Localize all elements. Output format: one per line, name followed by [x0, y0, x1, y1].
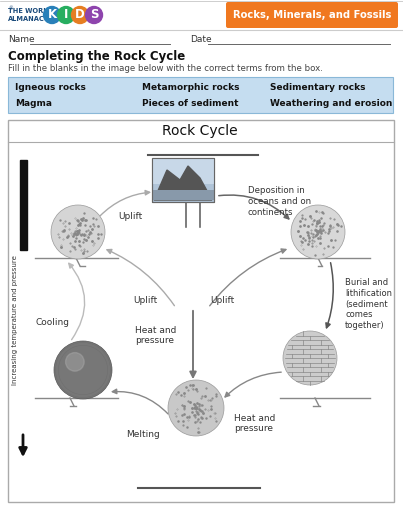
FancyBboxPatch shape — [226, 2, 398, 28]
Bar — [152, 158, 214, 184]
Text: I: I — [64, 9, 68, 22]
Text: Igneous rocks: Igneous rocks — [15, 83, 86, 92]
Text: Sedimentary rocks: Sedimentary rocks — [270, 83, 366, 92]
Text: Uplift: Uplift — [118, 212, 142, 221]
Polygon shape — [154, 166, 212, 200]
Text: Metamorphic rocks: Metamorphic rocks — [142, 83, 239, 92]
Circle shape — [54, 341, 112, 399]
Bar — [8, 120, 394, 502]
Text: Increasing temperature and pressure: Increasing temperature and pressure — [12, 255, 18, 385]
Text: Rocks, Minerals, and Fossils: Rocks, Minerals, and Fossils — [233, 10, 391, 20]
Text: Burial and
lithification
(sediment
comes
together): Burial and lithification (sediment comes… — [345, 278, 392, 330]
Text: Rock Cycle: Rock Cycle — [162, 124, 238, 138]
Text: Pieces of sediment: Pieces of sediment — [142, 99, 239, 108]
Text: D: D — [75, 9, 85, 22]
Text: ALMANAC: ALMANAC — [8, 16, 45, 22]
Bar — [152, 158, 214, 202]
Circle shape — [283, 331, 337, 385]
Text: S: S — [90, 9, 98, 22]
Text: Cooling: Cooling — [35, 318, 69, 327]
Bar — [152, 158, 214, 202]
Text: Magma: Magma — [15, 99, 52, 108]
Circle shape — [44, 7, 60, 24]
Circle shape — [66, 353, 84, 371]
Bar — [152, 189, 214, 200]
Circle shape — [168, 380, 224, 436]
FancyBboxPatch shape — [8, 77, 393, 113]
Text: Uplift: Uplift — [210, 296, 234, 305]
Text: THE WORLD: THE WORLD — [8, 8, 53, 14]
Text: Heat and
pressure: Heat and pressure — [234, 414, 275, 433]
Circle shape — [85, 7, 102, 24]
Circle shape — [291, 205, 345, 259]
Text: ®: ® — [8, 6, 13, 11]
Circle shape — [58, 7, 75, 24]
Text: Name: Name — [8, 35, 35, 44]
Text: Weathering and erosion: Weathering and erosion — [270, 99, 393, 108]
Text: Date: Date — [190, 35, 212, 44]
Bar — [20, 160, 27, 250]
Text: Melting: Melting — [126, 430, 160, 439]
Text: Fill in the blanks in the image below with the correct terms from the box.: Fill in the blanks in the image below wi… — [8, 64, 323, 73]
Circle shape — [51, 205, 105, 259]
Text: K: K — [48, 9, 56, 22]
Circle shape — [71, 7, 89, 24]
Text: Deposition in
oceans and on
continents: Deposition in oceans and on continents — [248, 186, 311, 217]
Text: Completing the Rock Cycle: Completing the Rock Cycle — [8, 50, 185, 63]
Text: Heat and
pressure: Heat and pressure — [135, 326, 177, 346]
Text: Uplift: Uplift — [133, 296, 157, 305]
